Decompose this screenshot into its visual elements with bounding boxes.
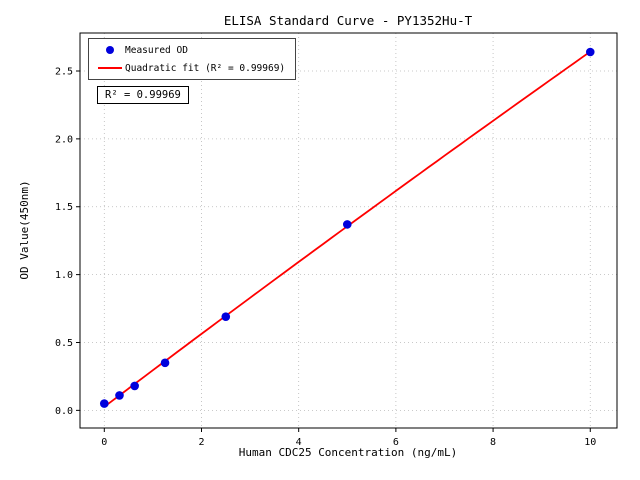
- x-tick-label: 2: [198, 437, 204, 448]
- data-point: [115, 391, 124, 400]
- y-tick-label: 0.5: [55, 338, 73, 349]
- fit-line-marker-icon: [98, 67, 122, 69]
- axes-spines: [79, 32, 618, 429]
- data-point: [221, 312, 231, 321]
- r-squared-annotation: R² = 0.99969: [97, 86, 189, 104]
- legend: Measured OD Quadratic fit (R² = 0.99969): [88, 38, 297, 80]
- y-tick-label: 0.0: [55, 406, 73, 417]
- quadratic-fit-line: [103, 50, 591, 408]
- x-tick-label: 4: [296, 437, 302, 448]
- chart-title: ELISA Standard Curve - PY1352Hu-T: [224, 13, 473, 28]
- x-tick-label: 8: [490, 437, 496, 448]
- legend-item-quadratic-fit: Quadratic fit (R² = 0.99969): [95, 61, 285, 75]
- measured-od-marker-icon: [106, 46, 114, 54]
- x-tick-label: 10: [584, 437, 596, 448]
- legend-marker-cell: [95, 67, 125, 69]
- data-point: [99, 399, 109, 408]
- legend-marker-cell: [95, 46, 125, 54]
- x-tick-label: 6: [393, 437, 399, 448]
- data-point: [160, 358, 170, 368]
- axis-layer: 0 2 4 6 8 10 0.0 0.5 1.0 1.5 2.0 2.5: [55, 32, 618, 448]
- data-layer: [99, 47, 595, 408]
- y-tick-label: 2.0: [55, 134, 73, 145]
- data-point: [585, 47, 595, 57]
- data-point: [130, 381, 139, 391]
- grid-layer: [80, 33, 617, 428]
- y-axis-label: OD Value(450nm): [18, 180, 31, 279]
- y-tick-label: 2.5: [55, 67, 73, 78]
- x-axis-label: Human CDC25 Concentration (ng/mL): [239, 446, 458, 459]
- legend-label-measured-od: Measured OD: [125, 44, 188, 56]
- legend-item-measured-od: Measured OD: [95, 43, 285, 57]
- data-point: [342, 220, 352, 229]
- x-tick-label: 0: [101, 437, 107, 448]
- legend-label-quadratic-fit: Quadratic fit (R² = 0.99969): [125, 62, 286, 74]
- y-tick-label: 1.5: [55, 202, 73, 213]
- y-tick-label: 1.0: [55, 270, 73, 281]
